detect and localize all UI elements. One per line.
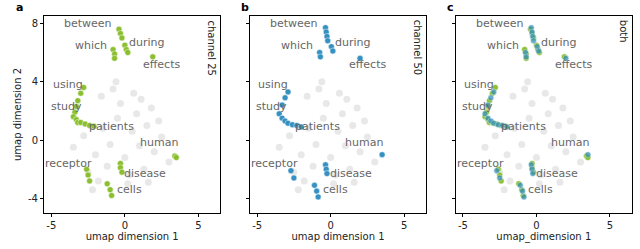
svg-text:receptor: receptor [457,157,504,170]
svg-text:channel 50: channel 50 [412,20,423,75]
svg-text:-5: -5 [252,220,262,231]
svg-text:disease: disease [330,167,372,180]
svg-text:effects: effects [555,58,592,71]
svg-text:cells: cells [528,183,553,196]
svg-text:which: which [487,39,519,52]
svg-text:5: 5 [401,220,407,231]
svg-text:study: study [462,100,493,113]
svg-text:a: a [16,1,23,14]
svg-text:disease: disease [536,167,578,180]
svg-text:-5: -5 [458,220,468,231]
svg-text:4: 4 [32,76,38,87]
svg-text:umap_dimension 1: umap_dimension 1 [496,231,591,243]
svg-text:cells: cells [117,183,142,196]
svg-text:study: study [51,100,82,113]
svg-text:0: 0 [122,220,128,231]
svg-text:umap dimension 1: umap dimension 1 [291,231,384,242]
svg-text:b: b [241,1,249,14]
svg-text:human: human [345,136,383,149]
svg-text:disease: disease [124,167,166,180]
svg-text:receptor: receptor [45,157,92,170]
svg-text:patients: patients [501,120,546,133]
svg-text:effects: effects [143,58,180,71]
svg-text:-4: -4 [28,193,38,204]
svg-text:umap dimension 2: umap dimension 2 [12,68,23,161]
svg-text:channel 25: channel 25 [206,20,217,75]
svg-text:which: which [75,39,107,52]
svg-text:0: 0 [32,135,38,146]
svg-text:human: human [551,136,589,149]
svg-text:5: 5 [195,220,201,231]
svg-text:-5: -5 [46,220,56,231]
svg-text:both: both [618,20,629,43]
svg-text:c: c [447,1,454,14]
svg-text:during: during [129,36,165,49]
svg-text:human: human [140,136,178,149]
svg-text:5: 5 [607,220,613,231]
svg-text:using: using [258,78,288,91]
svg-text:during: during [335,36,371,49]
svg-text:patients: patients [295,120,340,133]
svg-text:during: during [541,36,577,49]
svg-text:0: 0 [327,220,333,231]
svg-text:cells: cells [323,183,348,196]
svg-text:between: between [476,17,524,30]
svg-text:0: 0 [533,220,539,231]
svg-text:between: between [64,17,112,30]
svg-text:umap dimension 1: umap dimension 1 [86,231,179,242]
svg-text:between: between [270,17,318,30]
svg-text:receptor: receptor [251,157,298,170]
svg-text:patients: patients [89,120,134,133]
svg-text:which: which [281,39,313,52]
svg-text:8: 8 [32,18,38,29]
svg-text:using: using [53,78,83,91]
svg-text:using: using [464,78,494,91]
svg-text:study: study [256,100,287,113]
svg-text:effects: effects [349,58,386,71]
